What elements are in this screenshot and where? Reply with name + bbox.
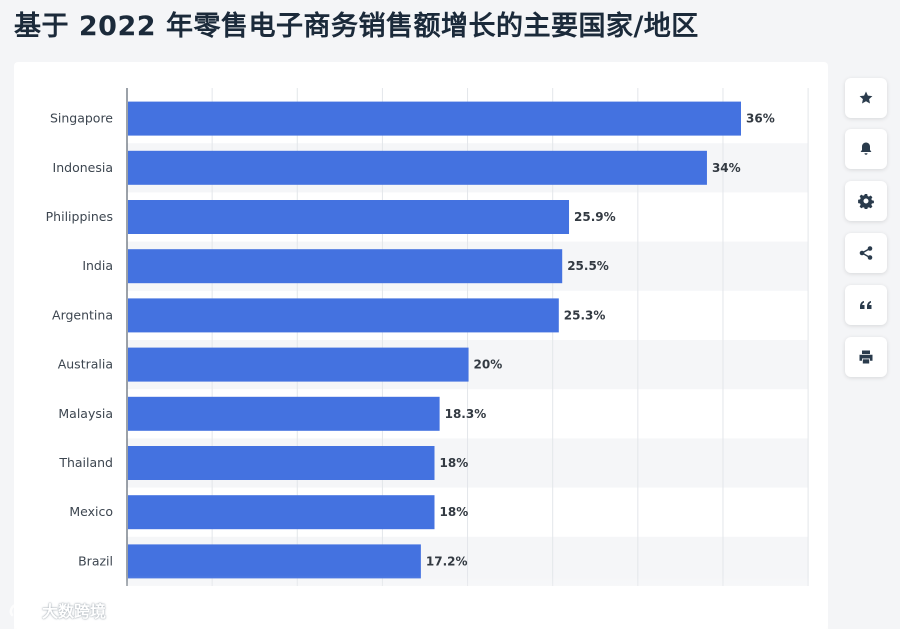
star-icon bbox=[859, 91, 873, 104]
notification-button[interactable] bbox=[845, 129, 887, 169]
category-label: Singapore bbox=[50, 111, 113, 126]
data-label: 25.3% bbox=[564, 308, 606, 322]
bar bbox=[128, 249, 563, 284]
share-button[interactable] bbox=[845, 233, 887, 273]
category-label: Thailand bbox=[58, 455, 113, 470]
bar bbox=[128, 544, 421, 579]
favorite-button[interactable] bbox=[845, 78, 887, 118]
data-label: 18% bbox=[440, 456, 469, 470]
chart-card: Singapore 36% Indonesia 34% Philippines 25.9%… bbox=[14, 62, 828, 629]
data-label: 17.2% bbox=[426, 554, 468, 568]
quote-icon bbox=[860, 301, 872, 309]
category-label: Indonesia bbox=[53, 160, 113, 175]
watermark-text: 大数跨境 bbox=[42, 602, 107, 621]
print-icon bbox=[859, 350, 873, 364]
data-label: 25.9% bbox=[574, 210, 616, 224]
gear-icon bbox=[858, 194, 874, 209]
bar bbox=[128, 347, 469, 382]
bell-icon bbox=[860, 142, 872, 155]
data-label: 18.3% bbox=[445, 407, 487, 421]
share-icon bbox=[859, 246, 873, 260]
bar bbox=[128, 200, 570, 234]
watermark-logo-icon bbox=[9, 603, 36, 617]
bar bbox=[128, 150, 707, 185]
category-label: Argentina bbox=[52, 307, 113, 322]
print-button[interactable] bbox=[845, 337, 887, 377]
category-label: Malaysia bbox=[58, 406, 113, 421]
category-label: Brazil bbox=[78, 553, 113, 568]
data-label: 25.5% bbox=[567, 259, 609, 273]
bar bbox=[128, 446, 435, 480]
cite-button[interactable] bbox=[845, 285, 887, 325]
watermark: 大数跨境 bbox=[8, 598, 106, 622]
data-label: 36% bbox=[746, 112, 775, 126]
category-label: Australia bbox=[58, 357, 113, 372]
data-label: 18% bbox=[440, 505, 469, 519]
bar bbox=[128, 101, 741, 136]
bar-chart: Singapore 36% Indonesia 34% Philippines 25.9%… bbox=[46, 88, 809, 586]
page-title: 基于 2022 年零售电子商务销售额增长的主要国家/地区 bbox=[14, 11, 699, 42]
bar bbox=[128, 298, 559, 333]
bar bbox=[128, 396, 440, 431]
category-label: India bbox=[82, 258, 113, 273]
category-label: Mexico bbox=[69, 504, 113, 519]
settings-button[interactable] bbox=[845, 181, 887, 221]
category-label: Philippines bbox=[46, 209, 113, 224]
data-label: 34% bbox=[712, 161, 741, 175]
data-label: 20% bbox=[474, 358, 503, 372]
bar bbox=[128, 495, 435, 530]
